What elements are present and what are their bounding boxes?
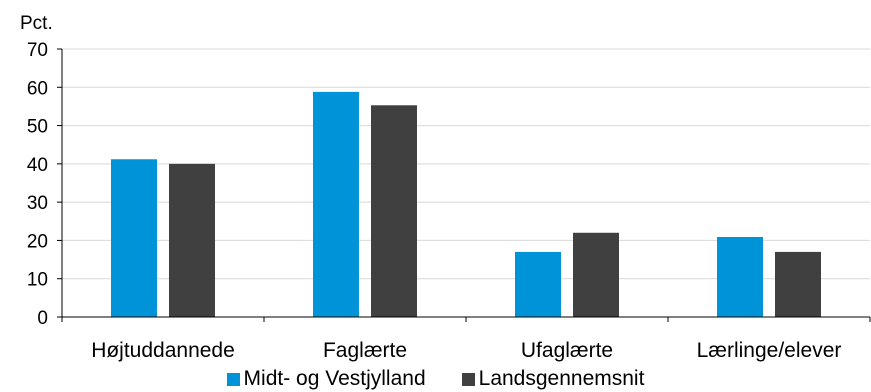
legend: Midt- og Vestjylland Landsgennemsnit (0, 366, 871, 392)
x-category-label-2: Faglærte (323, 339, 407, 362)
legend-swatch-series-2 (461, 372, 475, 386)
legend-item-series-2: Landsgennemsnit (461, 367, 645, 391)
bar-series-2-3 (573, 232, 619, 317)
bars (111, 91, 821, 317)
y-axis-ticks: 0 10 20 30 40 50 60 70 (27, 40, 48, 329)
bar-series-2-4 (775, 251, 821, 317)
legend-item-series-1: Midt- og Vestjylland (226, 367, 426, 391)
bar-series-2-2 (371, 105, 417, 317)
bar-series-2-1 (169, 163, 215, 317)
y-tick-label-30: 30 (27, 193, 48, 214)
y-tick-label-50: 50 (27, 117, 48, 138)
axes (57, 48, 871, 322)
bar-series-1-1 (111, 159, 157, 317)
y-tick-label-10: 10 (27, 270, 48, 291)
bar-series-1-4 (717, 236, 763, 317)
y-tick-label-0: 0 (37, 308, 48, 329)
y-tick-label-60: 60 (27, 78, 48, 99)
x-category-label-4: Lærlinge/elever (697, 339, 842, 362)
y-tick-label-40: 40 (27, 155, 48, 176)
legend-swatch-series-1 (226, 372, 240, 386)
x-category-label-3: Ufaglærte (521, 339, 613, 362)
y-tick-label-20: 20 (27, 231, 48, 252)
x-category-label-1: Højtuddannede (91, 339, 235, 362)
bar-series-1-2 (313, 91, 359, 317)
bar-series-1-3 (515, 251, 561, 317)
x-axis-labels: Højtuddannede Faglærte Ufaglærte Lærlinge/e… (91, 339, 841, 362)
y-axis-unit-label: Pct. (20, 13, 53, 34)
legend-label-series-1: Midt- og Vestjylland (243, 367, 426, 390)
y-tick-label-70: 70 (27, 40, 48, 61)
legend-label-series-2: Landsgennemsnit (478, 367, 645, 390)
